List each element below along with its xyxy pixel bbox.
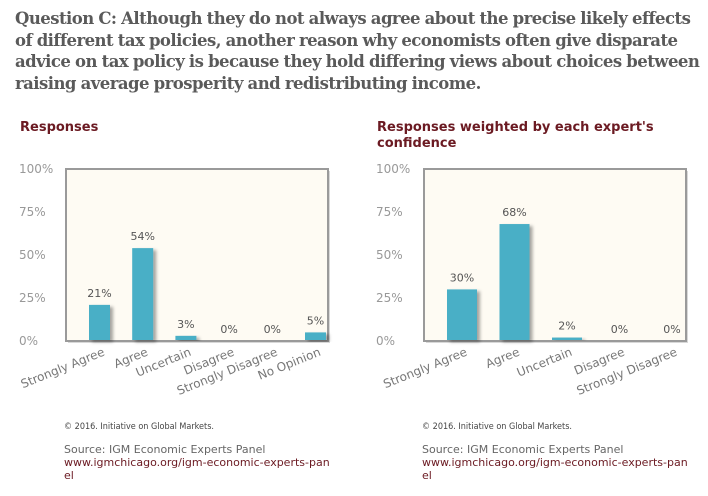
weighted-responses-chart: 0%25%50%75%100%30%Strongly Agree68%Agree… <box>376 162 688 398</box>
source-left: Source: IGM Economic Experts Panel <box>64 443 266 456</box>
y-tick-label: 0% <box>19 334 38 348</box>
source-link-right[interactable]: www.igmchicago.org/igm-economic-experts-… <box>422 456 688 482</box>
x-tick-label: Strongly Agree <box>19 345 107 391</box>
data-label: 30% <box>450 271 474 284</box>
bar-strongly-agree <box>89 304 110 340</box>
bar-uncertain <box>175 335 197 340</box>
copyright-left: © 2016. Initiative on Global Markets. <box>64 422 214 432</box>
y-tick-label: 75% <box>19 205 46 219</box>
bar-agree <box>499 224 530 340</box>
source-right: Source: IGM Economic Experts Panel <box>422 443 624 456</box>
bar-no-opinion <box>305 332 326 340</box>
data-label: 54% <box>130 230 154 243</box>
x-tick-label: Uncertain <box>515 345 574 380</box>
chart-title-responses: Responses <box>20 120 99 135</box>
data-label: 21% <box>87 287 111 300</box>
bar-agree <box>132 248 154 340</box>
y-tick-label: 100% <box>376 162 410 176</box>
bar-strongly-agree <box>447 289 477 340</box>
y-tick-label: 75% <box>376 205 403 219</box>
y-tick-label: 100% <box>19 162 53 176</box>
data-label: 0% <box>220 323 237 336</box>
question-text: Question C: Although they do not always … <box>15 9 700 93</box>
data-label: 68% <box>502 206 526 219</box>
x-tick-label: Strongly Agree <box>381 345 469 391</box>
data-label: 0% <box>611 323 628 336</box>
chart-title-weighted: Responses weighted by each expert's conf… <box>377 120 654 151</box>
data-label: 3% <box>177 318 194 331</box>
data-label: 0% <box>663 323 680 336</box>
y-tick-label: 50% <box>19 248 46 262</box>
y-tick-label: 50% <box>376 248 403 262</box>
bar-uncertain <box>552 337 582 340</box>
copyright-right: © 2016. Initiative on Global Markets. <box>422 422 572 432</box>
responses-chart: 0%25%50%75%100%21%Strongly Agree54%Agree… <box>19 162 330 398</box>
y-tick-label: 25% <box>376 291 403 305</box>
data-label: 5% <box>307 314 324 327</box>
y-tick-label: 25% <box>19 291 46 305</box>
data-label: 2% <box>558 320 575 333</box>
y-tick-label: 0% <box>376 334 395 348</box>
data-label: 0% <box>264 323 281 336</box>
source-link-left[interactable]: www.igmchicago.org/igm-economic-experts-… <box>64 456 330 482</box>
